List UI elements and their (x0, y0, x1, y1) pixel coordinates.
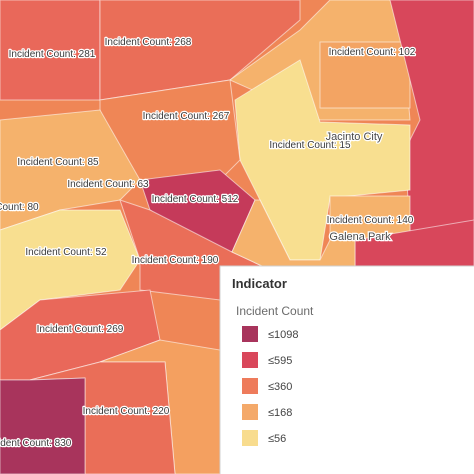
map-label: Incident Count: 512 (152, 194, 239, 205)
legend-label: ≤595 (268, 355, 292, 367)
legend-swatch (242, 430, 258, 446)
legend-subtitle: Incident Count (236, 304, 314, 318)
legend: Indicator Incident Count ≤1098 ≤595 ≤360 ≤1… (219, 265, 474, 474)
map-label: Incident Count: 281 (9, 49, 96, 60)
map-label: Incident Count: 220 (83, 406, 170, 417)
map-label: Incident Count: 268 (105, 37, 192, 48)
map-label: Incident Count: 102 (329, 47, 416, 58)
map-label: Incident Count: 52 (25, 247, 107, 258)
map-label: Incident Count: 15 (269, 140, 351, 151)
region (99, 0, 301, 101)
legend-panel (219, 265, 474, 474)
legend-swatch (242, 326, 258, 342)
region (0, 377, 86, 474)
map-label: Incident Count: 140 (327, 215, 414, 226)
legend-label: ≤168 (268, 407, 292, 419)
legend-label: ≤1098 (268, 329, 299, 341)
legend-label: ≤56 (268, 433, 286, 445)
map-label: Incident Count: 85 (17, 157, 99, 168)
map-labels: Incident Count: 281 Incident Count: 268 … (0, 36, 417, 451)
place-name: Galena Park (329, 231, 391, 243)
legend-swatch (242, 352, 258, 368)
region (231, 199, 356, 267)
map-label: Incident Count: 63 (67, 179, 149, 190)
legend-swatch (242, 378, 258, 394)
map-label: Incident Count: 267 (143, 111, 230, 122)
legend-title: Indicator (232, 276, 287, 291)
legend-label: ≤360 (268, 381, 292, 393)
map-label: Incident Count: 190 (132, 255, 219, 266)
place-name: Jacinto City (326, 131, 383, 143)
map-label: Incident Count: 269 (37, 324, 124, 335)
map-label: Incident Count: 830 (0, 438, 72, 449)
legend-swatch (242, 404, 258, 420)
region (319, 41, 411, 109)
map-label: Incident Count: 80 (0, 202, 39, 213)
